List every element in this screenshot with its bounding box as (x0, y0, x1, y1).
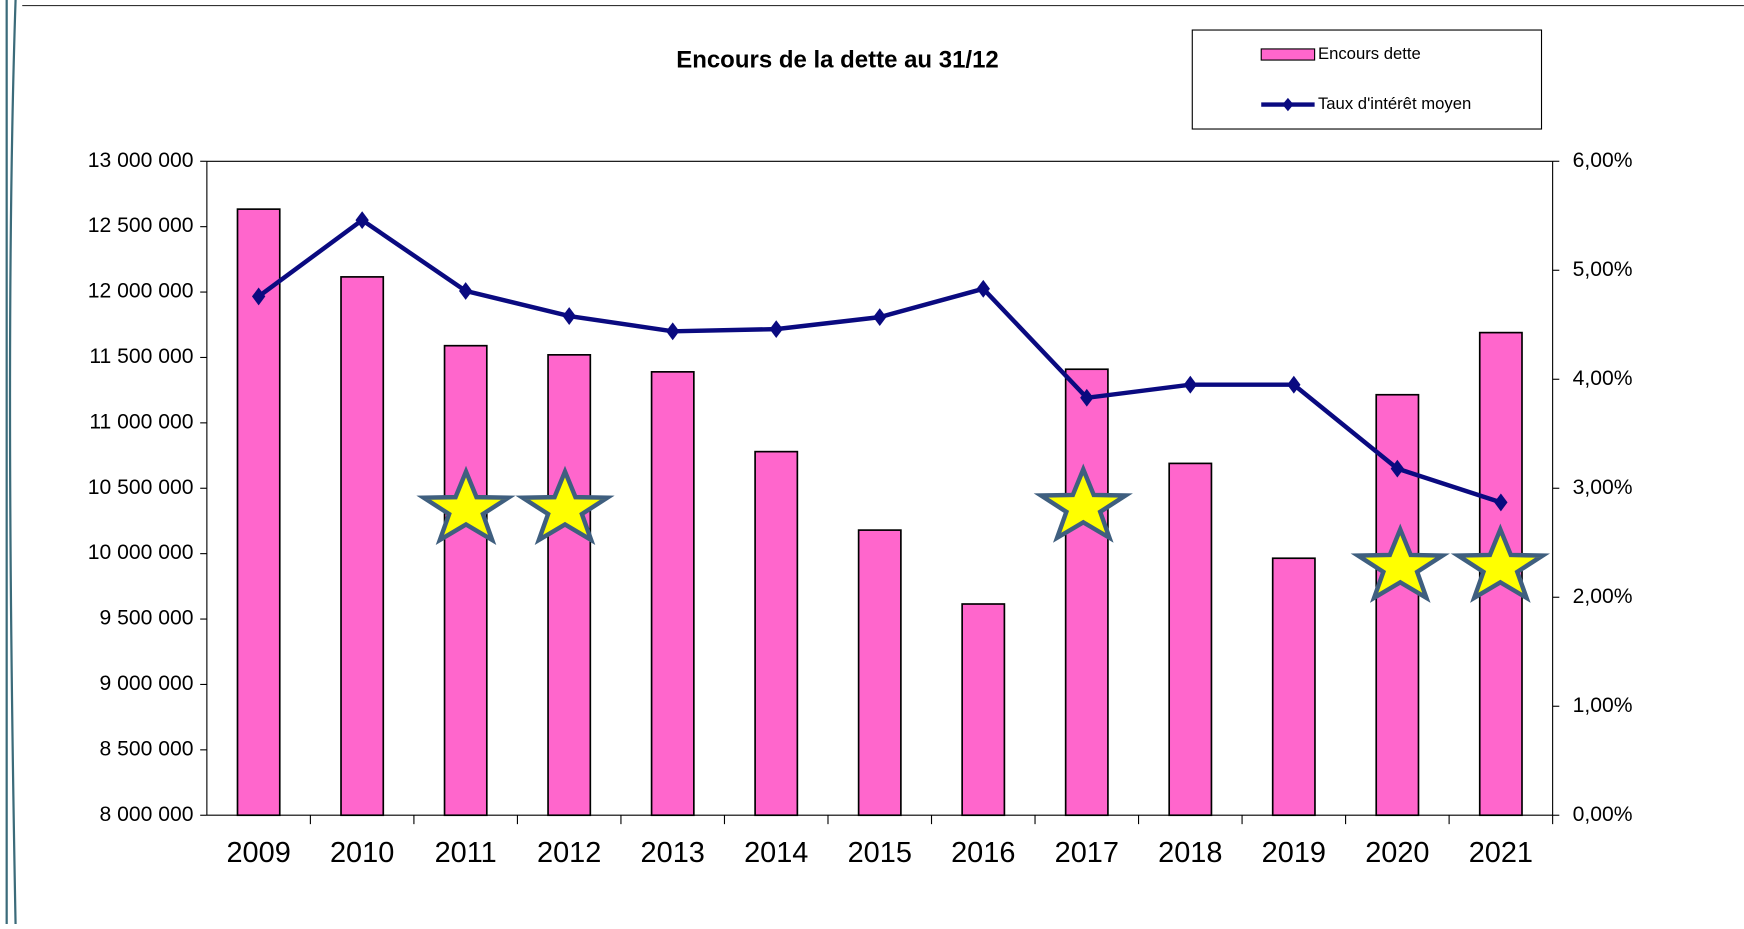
chart-area: Encours de la dette au 31/12 8 000 000 8 … (5, 0, 1744, 925)
y2-tick-label: 2,00% (1573, 585, 1633, 608)
star (1033, 463, 1133, 543)
star (1450, 523, 1550, 603)
y-tick-label: 9 000 000 (100, 672, 194, 695)
x-tick-label: 2018 (1158, 837, 1222, 869)
chart-title: Encours de la dette au 31/12 (676, 47, 999, 74)
marker (873, 308, 887, 327)
y2-tick-label: 3,00% (1573, 476, 1633, 499)
marker (1183, 375, 1197, 394)
marker (666, 322, 680, 341)
marker (1287, 375, 1301, 394)
x-tick-label: 2013 (641, 837, 705, 869)
bar (1271, 557, 1316, 817)
bar (650, 371, 695, 817)
bar (340, 276, 385, 817)
legend-box (1191, 29, 1543, 130)
x-tick-label: 2011 (435, 837, 497, 869)
star (1350, 523, 1450, 603)
bar (754, 450, 799, 817)
marker (355, 211, 369, 230)
y-tick-label: 8 000 000 (100, 803, 194, 826)
bar (547, 354, 592, 817)
bar (1064, 368, 1109, 817)
y-tick-label: 9 500 000 (100, 607, 194, 630)
marker (458, 282, 473, 300)
star (515, 465, 615, 546)
y-tick-label: 13 000 000 (88, 149, 194, 172)
x-tick-label: 2021 (1469, 837, 1533, 869)
legend-marker (1282, 97, 1294, 112)
y-tick-label: 10 500 000 (88, 476, 194, 499)
x-tick-label: 2012 (537, 837, 601, 869)
y2-tick-label: 4,00% (1573, 367, 1633, 390)
y2-tick-label: 0,00% (1573, 803, 1633, 826)
marker (251, 287, 266, 306)
marker (769, 320, 783, 339)
y-tick-label: 8 500 000 (100, 737, 194, 760)
y2-tick-label: 5,00% (1573, 258, 1633, 281)
x-tick-label: 2019 (1262, 837, 1326, 869)
marker (1494, 493, 1508, 512)
marker (562, 307, 576, 325)
star (416, 465, 516, 546)
x-tick-label: 2009 (226, 837, 290, 869)
bar (961, 603, 1006, 817)
decor-border (5, 0, 17, 925)
x-tick-label: 2016 (951, 837, 1015, 869)
x-tick-label: 2017 (1055, 837, 1119, 869)
bar (443, 344, 488, 817)
y-tick-label: 12 000 000 (88, 280, 194, 303)
y2-tick-label: 6,00% (1573, 149, 1633, 172)
x-tick-label: 2020 (1365, 837, 1429, 869)
x-tick-label: 2014 (744, 837, 808, 869)
bar (1168, 462, 1213, 817)
legend-swatch (1260, 48, 1316, 61)
marker (976, 279, 990, 298)
decor-stars (416, 463, 1550, 603)
x-tick-label: 2010 (330, 837, 394, 869)
y-tick-label: 10 000 000 (88, 541, 194, 564)
legend-label: Taux d'intérêt moyen (1318, 94, 1471, 113)
x-tick-label: 2015 (848, 837, 912, 869)
legend-label: Encours dette (1318, 44, 1421, 63)
y-tick-label: 11 500 000 (89, 345, 193, 368)
y-tick-label: 12 500 000 (88, 214, 194, 237)
y-tick-label: 11 000 000 (89, 410, 193, 433)
marker (1390, 459, 1405, 478)
bar (857, 529, 902, 817)
y2-tick-label: 1,00% (1573, 694, 1633, 717)
